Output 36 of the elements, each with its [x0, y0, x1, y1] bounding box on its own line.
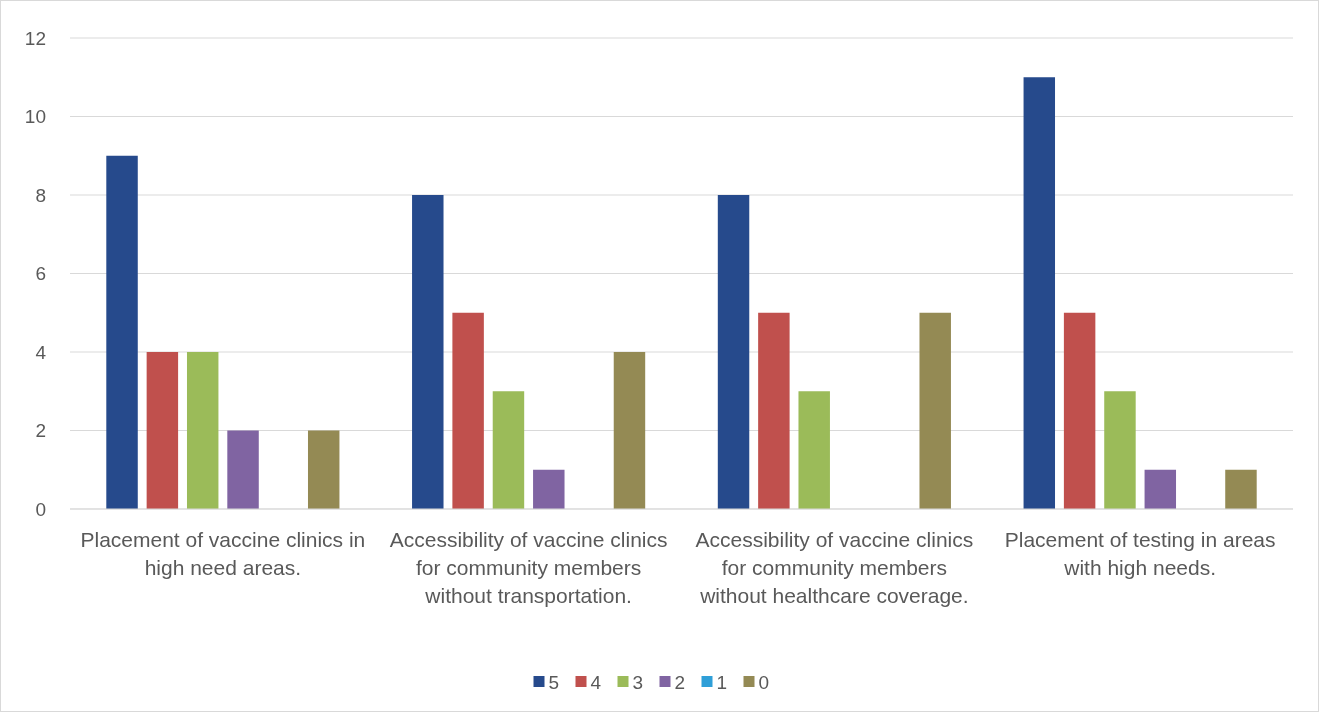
legend-label: 4 — [590, 671, 602, 693]
bar — [1104, 391, 1136, 509]
bar — [1023, 77, 1056, 509]
x-tick-label: Accessibility of vaccine clinics for community members without transportation. — [389, 528, 668, 607]
bar — [758, 312, 790, 509]
bar — [533, 469, 565, 509]
bar — [106, 155, 138, 509]
y-tick-label: 8 — [35, 184, 46, 206]
legend-label: 3 — [632, 671, 644, 693]
legend-label: 0 — [758, 671, 770, 693]
y-tick-label: 2 — [35, 420, 46, 442]
bar — [452, 312, 484, 509]
bar — [919, 312, 951, 509]
x-tick-label: Accessibility of vaccine clinics for community members without healthcare coverage. — [695, 528, 974, 607]
bar — [613, 352, 646, 509]
bar — [1063, 312, 1096, 509]
bar — [146, 352, 179, 509]
bar — [1144, 469, 1177, 509]
legend-label: 1 — [716, 671, 728, 693]
bar — [227, 430, 259, 509]
bar — [798, 391, 830, 509]
x-tick-label: Placement of testing in areas with high needs. — [1004, 528, 1276, 579]
bar — [1225, 469, 1257, 509]
bar — [186, 352, 219, 509]
bar — [412, 195, 444, 509]
y-tick-label: 0 — [35, 498, 46, 520]
y-tick-label: 6 — [35, 263, 46, 285]
y-tick-label: 12 — [24, 27, 46, 49]
x-tick-label: Placement of vaccine clinics in high need areas. — [80, 528, 366, 579]
y-tick-label: 10 — [24, 106, 46, 128]
bar — [307, 430, 340, 509]
bar — [717, 195, 750, 509]
y-tick-label: 4 — [35, 341, 47, 363]
legend-label: 2 — [674, 671, 686, 693]
legend-label: 5 — [548, 671, 560, 693]
bar — [492, 391, 525, 509]
